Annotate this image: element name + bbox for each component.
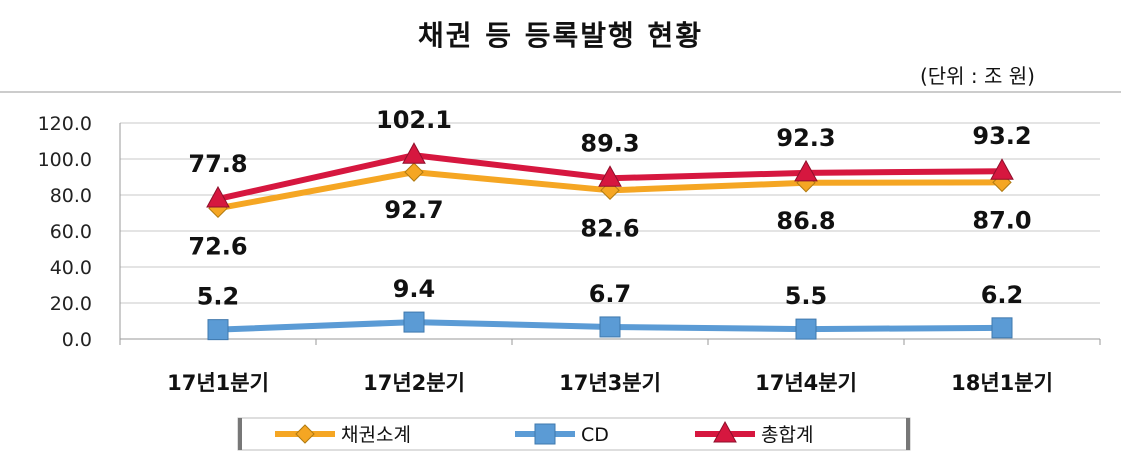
data-label: 86.8 — [776, 207, 835, 235]
x-category-label: 17년1분기 — [167, 371, 269, 395]
data-label: 5.2 — [197, 283, 240, 311]
legend-edge-left — [238, 418, 242, 450]
chart-title: 채권 등 등록발행 현황 — [417, 19, 704, 52]
data-label: 6.2 — [981, 281, 1024, 309]
data-label: 9.4 — [393, 275, 436, 303]
y-tick-label: 80.0 — [50, 185, 92, 207]
data-point — [403, 311, 425, 333]
unit-label: (단위 : 조 원) — [919, 64, 1035, 88]
data-point — [991, 317, 1013, 339]
data-point — [990, 158, 1014, 180]
x-category-label: 17년4분기 — [755, 371, 857, 395]
legend-marker — [534, 423, 556, 445]
data-label: 77.8 — [188, 150, 247, 178]
data-label: 6.7 — [589, 280, 632, 308]
data-point — [404, 162, 424, 182]
data-label: 93.2 — [972, 122, 1031, 150]
y-tick-label: 40.0 — [50, 257, 92, 279]
x-category-label: 17년3분기 — [559, 371, 661, 395]
data-label: 89.3 — [580, 129, 639, 157]
data-point — [794, 159, 818, 182]
y-tick-label: 0.0 — [62, 329, 92, 351]
x-category-label: 18년1분기 — [951, 371, 1053, 395]
y-tick-label: 100.0 — [38, 149, 92, 171]
y-tick-label: 120.0 — [38, 113, 92, 135]
series-2 — [206, 142, 1014, 208]
data-label: 92.7 — [384, 196, 443, 224]
legend-label: CD — [581, 424, 609, 446]
data-point — [207, 319, 229, 341]
data-label: 82.6 — [580, 214, 639, 242]
data-point — [402, 142, 426, 164]
legend-item: CD — [515, 423, 609, 446]
data-point — [795, 318, 817, 340]
data-label: 72.6 — [188, 232, 247, 260]
data-label: 87.0 — [972, 206, 1031, 234]
data-label: 92.3 — [776, 124, 835, 152]
legend-item: 채권소계 — [275, 424, 411, 446]
series-group — [206, 142, 1014, 341]
legend-label: 총합계 — [761, 424, 813, 446]
legend-edge-right — [906, 418, 910, 450]
y-axis-ticks: 0.0 20.0 40.0 60.0 80.0 100.0 120.0 — [38, 113, 92, 351]
series-1 — [207, 311, 1013, 341]
data-label: 102.1 — [376, 106, 452, 134]
legend: 채권소계 CD 총합계 — [237, 417, 911, 451]
legend-item: 총합계 — [695, 420, 813, 446]
y-tick-label: 20.0 — [50, 293, 92, 315]
data-point — [598, 165, 622, 187]
legend-marker — [295, 424, 315, 444]
data-labels: 72.6 92.7 82.6 86.8 87.0 5.2 9.4 6.7 5.5 6.2 77.8 1… — [188, 106, 1031, 310]
x-category-label: 17년2분기 — [363, 371, 465, 395]
legend-marker — [713, 420, 737, 443]
legend-label: 채권소계 — [341, 424, 411, 446]
data-label: 5.5 — [785, 282, 828, 310]
data-point — [599, 316, 621, 338]
y-tick-label: 60.0 — [50, 221, 92, 243]
x-axis-categories: 17년1분기 17년2분기 17년3분기 17년4분기 18년1분기 — [119, 339, 1101, 395]
data-point — [206, 185, 230, 208]
